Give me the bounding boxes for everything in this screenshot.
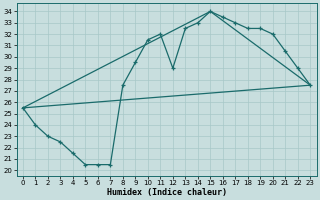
X-axis label: Humidex (Indice chaleur): Humidex (Indice chaleur) <box>107 188 227 197</box>
